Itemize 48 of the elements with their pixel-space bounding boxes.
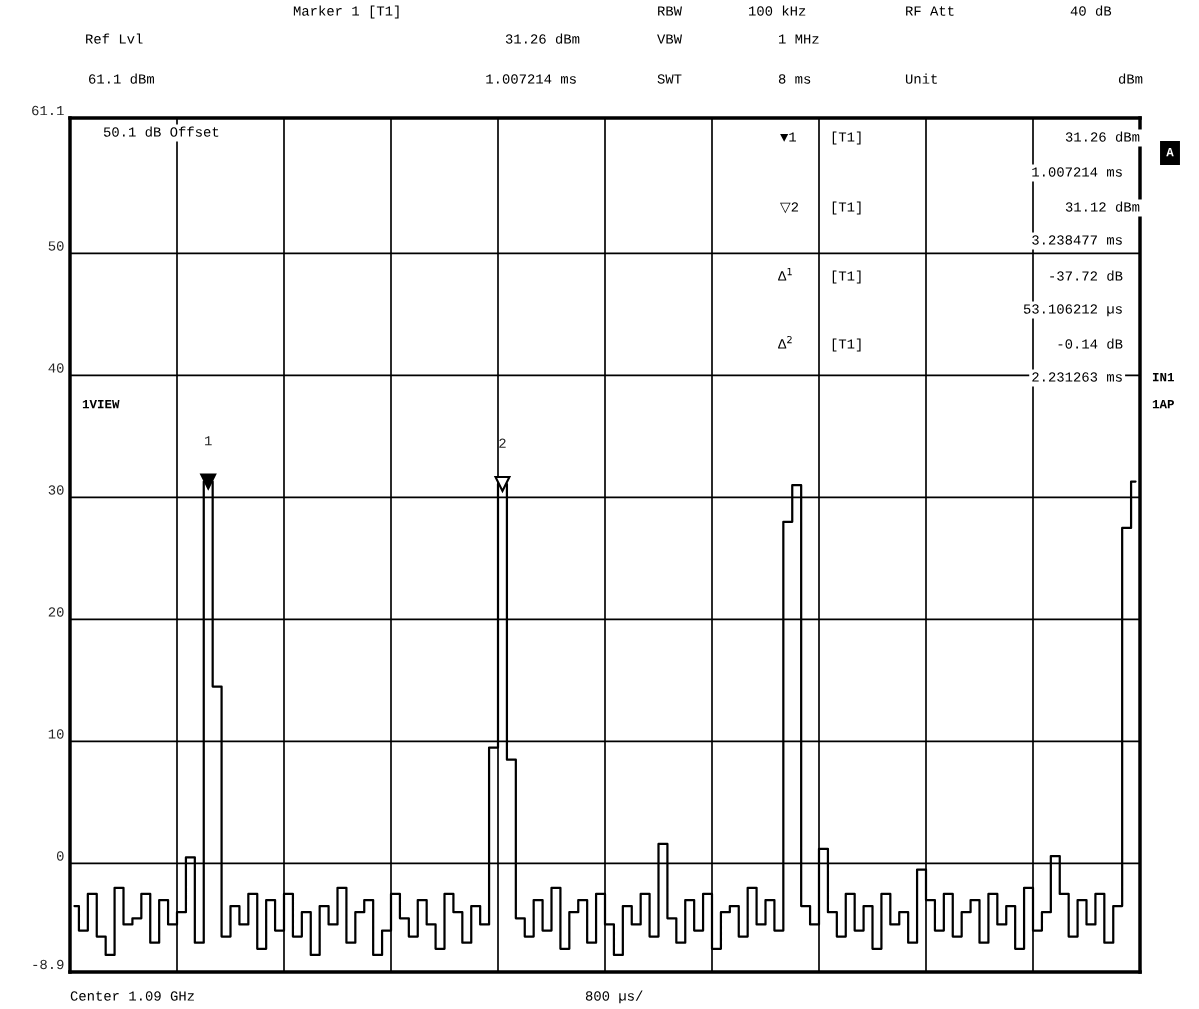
text: 1 MHz (779, 34, 819, 44)
text: IN1 (1152, 373, 1174, 382)
text: 800 µs/ (585, 990, 643, 1004)
annotation: 1VIEW (82, 400, 120, 409)
text: SWT (657, 74, 682, 84)
annotation: 53.106212 µs (1023, 304, 1122, 317)
text: Unit (905, 73, 937, 84)
annotation: Δ$^{1}$ (778, 268, 792, 281)
text: RBW (658, 6, 682, 16)
text: 61.1 dBm (89, 73, 154, 84)
text: RF Att (906, 6, 954, 16)
text: VBW (657, 34, 682, 44)
y-tick-label: 20 (48, 607, 64, 617)
text: 1AP (1152, 400, 1174, 409)
y-tick-label: 10 (48, 729, 64, 739)
annotation: Δ$^{2}$ (778, 335, 792, 349)
annotation: 31.26 dBm (1065, 131, 1140, 142)
text: 31.26 dBm (505, 33, 580, 44)
annotation: 3.238477 ms (1032, 235, 1122, 245)
annotation: -0.14 dB (1058, 338, 1123, 349)
annotation: ▼1 (780, 132, 796, 142)
annotation: 1.007214 ms (1032, 167, 1122, 177)
text: 1.007214 ms (486, 74, 576, 84)
y-tick-label: 61.1 (32, 105, 64, 116)
y-tick-label: 40 (48, 363, 64, 373)
text: 8 ms (778, 74, 811, 84)
annotation: [T1] (832, 201, 861, 215)
annotation: 1 (205, 436, 212, 446)
annotation: [T1] (832, 338, 861, 352)
annotation: -37.72 dB (1050, 270, 1123, 281)
annotation: 50.1 dB Offset (103, 126, 219, 137)
annotation: [T1] (832, 131, 861, 145)
annotation: 2 (499, 438, 506, 448)
text: Marker 1 [T1] (293, 5, 399, 19)
text: dBm (1118, 73, 1143, 84)
annotation: [T1] (832, 270, 861, 284)
annotation: 2.231263 ms (1032, 372, 1122, 382)
text: 40 dB (1070, 5, 1112, 16)
y-tick-label: 0 (56, 851, 64, 861)
text: 100 kHz (749, 5, 806, 16)
annotation: ▽2 (780, 202, 799, 214)
y-tick-label: 30 (48, 485, 64, 495)
y-tick-label: -8.9 (33, 959, 64, 970)
text: Ref Lvl (86, 33, 143, 44)
text: Center 1.09 GHz (70, 991, 194, 1001)
annotation: 31.12 dBm (1065, 201, 1140, 212)
y-tick-label: 50 (48, 241, 64, 251)
text: A (1166, 148, 1174, 157)
